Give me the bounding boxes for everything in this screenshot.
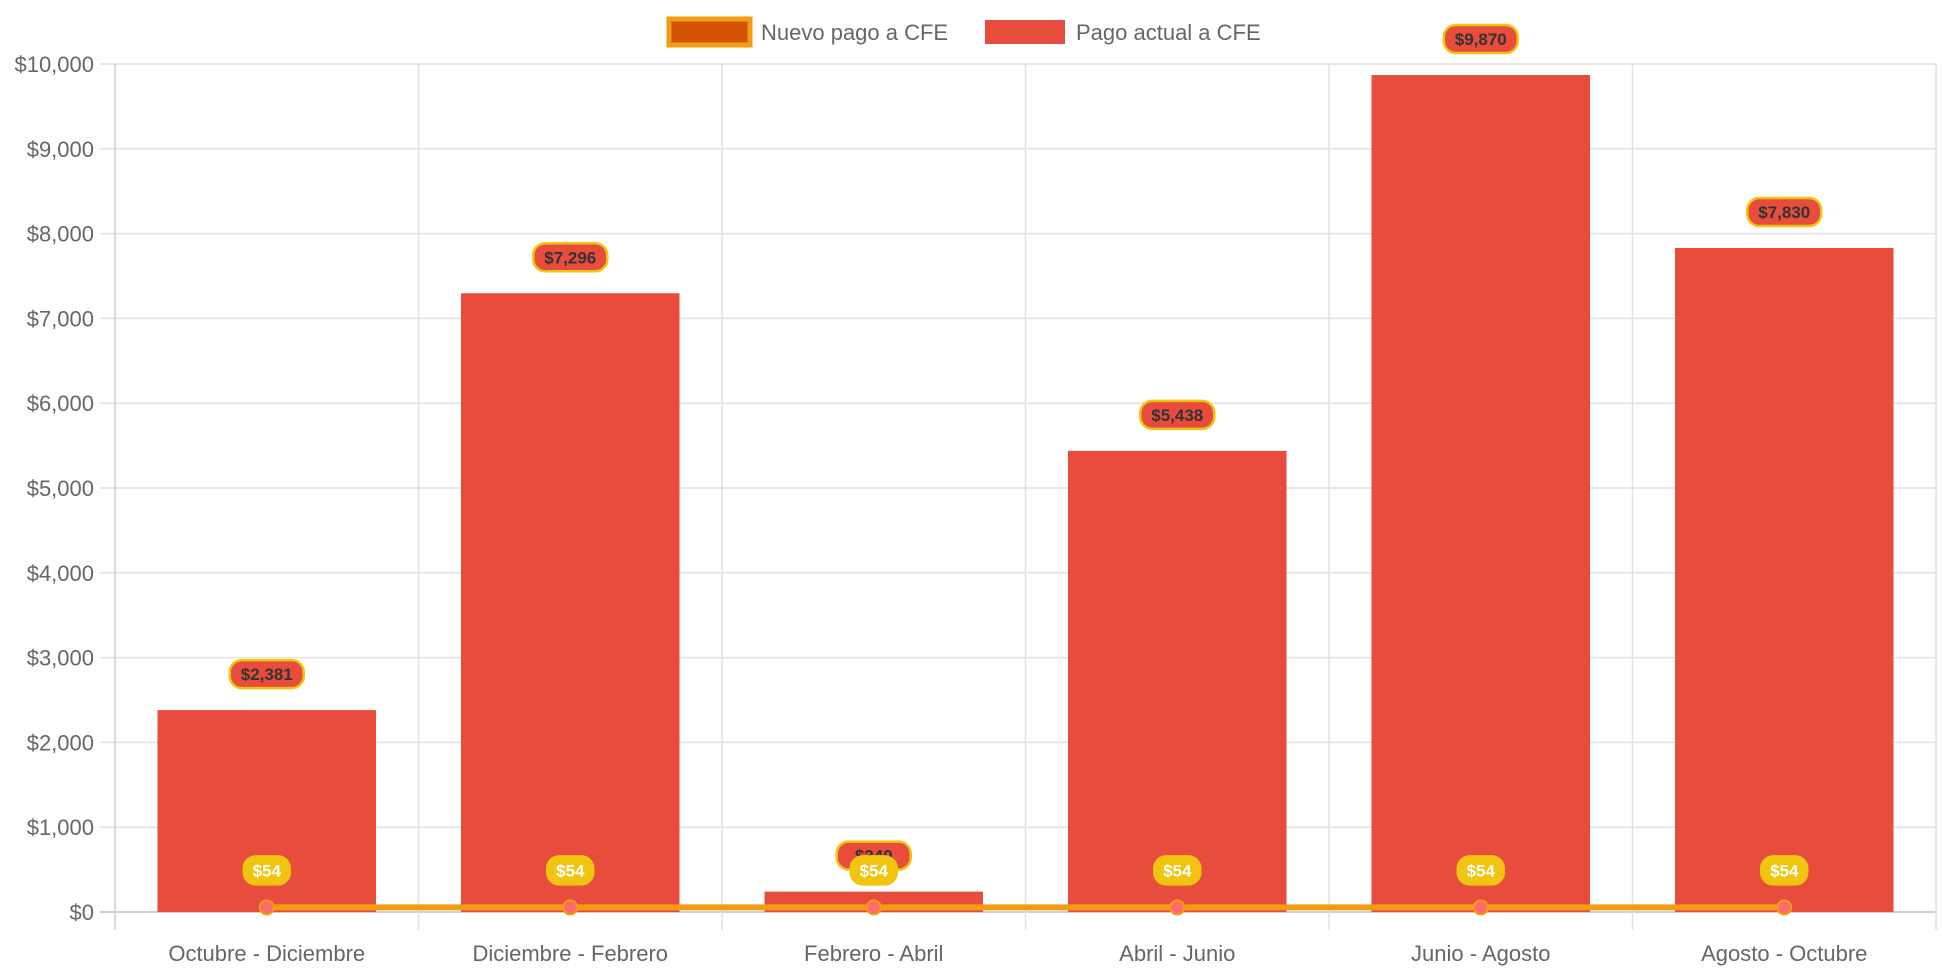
legend[interactable]: Nuevo pago a CFE Pago actual a CFE (666, 16, 1261, 48)
line-point-nuevo-pago (1776, 899, 1793, 916)
line-point-nuevo-pago (865, 899, 882, 916)
line-data-label-bg (849, 855, 898, 886)
line-data-label: $54 (1456, 855, 1505, 886)
bar-data-label: $2,381 (228, 658, 305, 690)
line-data-label-bg (242, 855, 291, 886)
y-tick-label: $1,000 (27, 815, 94, 840)
x-tick-label: Junio - Agosto (1411, 941, 1550, 966)
y-axis: $0 $1,000 $2,000 $3,000 $4,000 $5,000 $6,000 $7… (14, 52, 94, 925)
y-tick-label: $5,000 (27, 476, 94, 501)
line-data-label: $54 (242, 855, 291, 886)
bar-data-label-bg (1442, 23, 1519, 55)
bar-data-label-text: $9,870 (1455, 30, 1507, 49)
y-tick-label: $8,000 (27, 222, 94, 247)
bar-pago-actual (1067, 450, 1287, 912)
bar-data-label: $7,830 (1746, 196, 1823, 228)
line-data-label-text: $54 (556, 861, 585, 880)
line-data-label-bg (1456, 855, 1505, 886)
line-data-label: $54 (1760, 855, 1809, 886)
line-point-nuevo-pago (1472, 899, 1489, 916)
bar-data-label-text: $2,381 (241, 665, 293, 684)
bar-data-label: $9,870 (1442, 23, 1519, 55)
x-tick-label: Febrero - Abril (804, 941, 943, 966)
y-tick-label: $4,000 (27, 561, 94, 586)
y-tick-label: $3,000 (27, 646, 94, 671)
legend-item-actual[interactable]: Pago actual a CFE (985, 20, 1261, 45)
line-data-label-text: $54 (1467, 861, 1496, 880)
bar-data-label-bg (532, 242, 609, 273)
data-labels: $2,381$7,296$240$5,438$9,870$7,830$54$54… (228, 23, 1823, 886)
line-data-label: $54 (546, 855, 595, 886)
x-tick-label: Agosto - Octubre (1701, 941, 1867, 966)
y-tick-label: $0 (70, 900, 94, 925)
bar-data-label-bg (1746, 196, 1823, 228)
bar-data-label-text: $7,296 (544, 248, 596, 267)
line-data-label-text: $54 (253, 861, 282, 880)
bar-data-label-bg (1139, 399, 1216, 431)
line-point-nuevo-pago (562, 899, 579, 916)
y-tick-label: $7,000 (27, 306, 94, 331)
bar-data-label-text: $5,438 (1151, 406, 1203, 425)
line-data-label: $54 (849, 855, 898, 886)
line-point-nuevo-pago (1169, 899, 1186, 916)
bar-pago-actual (460, 293, 680, 912)
line-series (258, 899, 1793, 916)
y-tick-label: $6,000 (27, 391, 94, 416)
x-tick-label: Diciembre - Febrero (472, 941, 668, 966)
bar-data-label: $5,438 (1139, 399, 1216, 431)
x-axis: Octubre - Diciembre Diciembre - Febrero Fe… (168, 941, 1867, 966)
line-data-label-bg (1760, 855, 1809, 886)
line-data-label-bg (1153, 855, 1202, 886)
x-tick-label: Octubre - Diciembre (168, 941, 365, 966)
legend-swatch-actual (985, 20, 1065, 44)
bar-pago-actual (1371, 75, 1591, 913)
legend-label-nuevo: Nuevo pago a CFE (761, 20, 948, 45)
legend-item-nuevo[interactable]: Nuevo pago a CFE (666, 16, 948, 48)
line-data-label-text: $54 (1163, 861, 1192, 880)
bar-data-label: $7,296 (532, 242, 609, 273)
line-data-label-bg (546, 855, 595, 886)
bar-pago-actual (1674, 248, 1894, 913)
bar-data-label-text: $7,830 (1758, 203, 1810, 222)
bars (157, 75, 1894, 913)
legend-label-actual: Pago actual a CFE (1076, 20, 1261, 45)
y-tick-label: $10,000 (14, 52, 94, 77)
line-data-label: $54 (1153, 855, 1202, 886)
y-tick-label: $2,000 (27, 730, 94, 755)
line-point-nuevo-pago (258, 899, 275, 916)
x-tick-label: Abril - Junio (1119, 941, 1235, 966)
y-tick-label: $9,000 (27, 137, 94, 162)
legend-swatch-nuevo (666, 16, 753, 48)
line-data-label-text: $54 (860, 861, 889, 880)
line-data-label-text: $54 (1770, 861, 1799, 880)
grid (100, 63, 1937, 930)
bar-data-label-bg (228, 658, 305, 690)
